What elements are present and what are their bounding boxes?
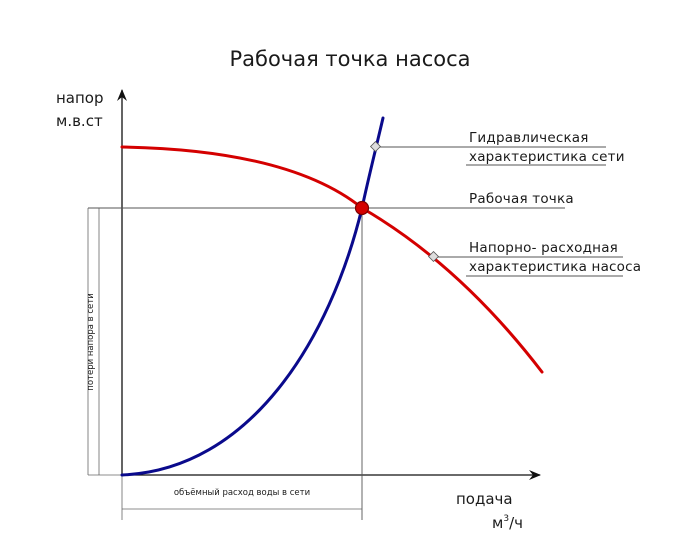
network-characteristic-curve bbox=[120, 116, 385, 477]
operating-point-marker bbox=[354, 200, 370, 216]
x-axis-unit-tail: /ч bbox=[509, 514, 523, 532]
pump-callout-marker bbox=[427, 250, 440, 263]
x-axis-unit-sup: 3 bbox=[503, 514, 509, 524]
operating-point-callout-label: Рабочая точка bbox=[469, 191, 574, 207]
network-callout-marker bbox=[369, 140, 382, 153]
x-axis-unit: м3/ч bbox=[492, 514, 523, 532]
head-loss-label: потери напора в сети bbox=[86, 293, 96, 390]
network-callout-line1: Гидравлическая bbox=[469, 130, 589, 146]
network-callout-line2: характеристика сети bbox=[469, 149, 625, 165]
pump-callout-line1: Напорно- расходная bbox=[469, 240, 618, 256]
x-axis-label-line1: подача bbox=[456, 490, 513, 508]
pump-callout-line2: характеристика насоса bbox=[469, 259, 641, 275]
y-axis-label-line1: напор bbox=[56, 89, 104, 107]
flow-volume-label: объёмный расход воды в сети bbox=[174, 488, 310, 498]
x-axis-unit-base: м bbox=[492, 514, 503, 532]
diagram-title: Рабочая точка насоса bbox=[229, 47, 470, 71]
y-axis-label-line2: м.в.ст bbox=[56, 112, 103, 130]
